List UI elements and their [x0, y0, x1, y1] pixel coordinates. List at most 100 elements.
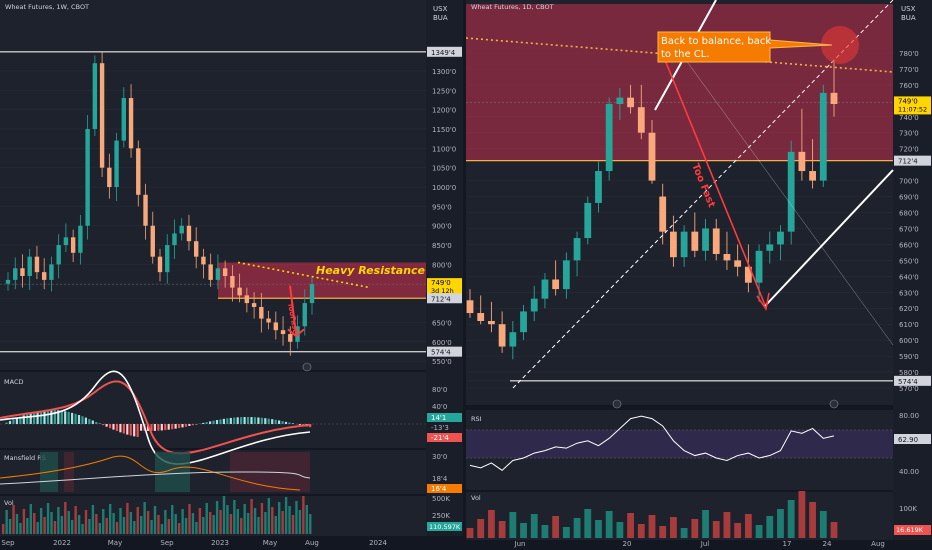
- right-volume-bar: [777, 509, 784, 538]
- right-volume-bar: [541, 525, 549, 538]
- macd-histogram-bar: [39, 410, 43, 424]
- macd-title: MACD: [4, 378, 23, 386]
- left-volume-y-tick: 250K: [432, 512, 450, 520]
- left-volume-bar: [264, 512, 267, 534]
- left-volume-bar: [50, 512, 53, 534]
- macd-histogram-bar: [64, 411, 67, 424]
- right-y-tick: 690'0: [899, 194, 919, 202]
- macd-histogram-bar: [309, 424, 312, 428]
- left-volume-bar: [115, 522, 119, 534]
- left-volume-bar: [39, 508, 43, 534]
- right-y-tick: 650'0: [899, 257, 919, 265]
- left-volume-bar: [198, 508, 202, 534]
- macd-histogram-bar: [8, 420, 12, 424]
- left-volume-bar: [12, 505, 15, 534]
- left-y-tick: 950'0: [432, 203, 452, 211]
- left-y-tick: 1150'0: [432, 126, 456, 134]
- macd-histogram-bar: [264, 418, 267, 424]
- right-callout-box: [657, 31, 833, 63]
- macd-y-tick: 80'0: [432, 386, 447, 394]
- macd-histogram-bar: [81, 416, 84, 424]
- left-y-tick: 550'0: [432, 358, 452, 366]
- left-volume-bar: [284, 497, 288, 534]
- left-volume-bar: [150, 520, 153, 534]
- left-volume-bar: [309, 514, 312, 534]
- right-resistance-zone: [466, 4, 893, 161]
- left-volume-bar: [81, 524, 84, 534]
- left-volume-bar: [302, 496, 305, 534]
- macd-histogram-bar: [108, 424, 112, 429]
- right-candle-body: [830, 92, 838, 105]
- right-candle-body: [573, 238, 581, 261]
- right-red-arrowhead: [756, 292, 770, 312]
- right-volume-bar: [766, 516, 774, 538]
- left-macd-pane: [0, 372, 463, 448]
- left-level-label-box: [427, 346, 462, 357]
- right-volume-bar: [659, 526, 667, 538]
- left-volume-bar: [64, 502, 67, 534]
- left-volume-bar: [95, 514, 98, 534]
- left-candle-body: [5, 279, 11, 284]
- left-volume-bar: [226, 505, 229, 534]
- left-price-label-box: [427, 278, 462, 297]
- macd-label-signal: -13'3: [431, 424, 449, 432]
- left-red-arrowhead: [287, 328, 305, 338]
- macd-histogram-bar: [271, 419, 274, 424]
- right-price-axis: [893, 0, 932, 540]
- macd-histogram-bar: [243, 417, 246, 424]
- macd-histogram-bar: [60, 410, 63, 424]
- macd-histogram-bar: [15, 417, 18, 424]
- macd-histogram-bar: [257, 417, 260, 424]
- left-volume-bar: [129, 512, 133, 534]
- right-x-tick: 20: [623, 540, 632, 548]
- left-volume-bar: [243, 504, 246, 534]
- left-volume-bar: [177, 523, 181, 534]
- left-candle-body: [99, 63, 105, 168]
- right-callout-text-1: Back to balance, back: [661, 36, 771, 47]
- macd-histogram-bar: [291, 423, 294, 424]
- left-candle-body: [215, 268, 221, 280]
- macd-histogram-bar: [164, 424, 167, 431]
- macd-histogram-bar: [215, 420, 219, 424]
- macd-histogram-bar: [91, 420, 94, 424]
- left-volume-bar: [126, 503, 129, 534]
- left-candle-body: [114, 140, 119, 188]
- macd-histogram-bar: [160, 424, 163, 431]
- right-candle-body: [584, 202, 592, 239]
- macd-histogram-bar: [122, 424, 125, 434]
- left-candle-body: [280, 330, 286, 335]
- left-volume-y-tick: 500K: [432, 495, 450, 503]
- left-volume-bar: [167, 519, 170, 534]
- left-volume-bar: [267, 498, 271, 534]
- left-red-arrow: [289, 285, 297, 335]
- right-yellow-dotted: [465, 37, 894, 73]
- left-chart-title: Wheat Futures, 1W, CBOT: [5, 3, 89, 11]
- right-candle-body: [648, 132, 656, 181]
- left-volume-bar: [71, 520, 74, 534]
- right-volume-bar: [466, 528, 474, 538]
- macd-histogram-bar: [67, 411, 70, 424]
- right-y-tick: 640'0: [899, 273, 919, 281]
- left-candle-body: [107, 167, 112, 188]
- macd-histogram-bar: [88, 419, 91, 424]
- left-volume-bar: [88, 519, 91, 534]
- macd-histogram-bar: [153, 424, 156, 431]
- left-volume-bar: [288, 506, 291, 534]
- left-price-label-countdown: 3d 12h: [431, 287, 454, 295]
- macd-histogram-bar: [84, 417, 87, 424]
- left-volume-bar: [160, 524, 164, 534]
- right-volume-label: 16.619K: [896, 526, 924, 534]
- macd-histogram-bar: [140, 424, 143, 431]
- macd-histogram-bar: [12, 419, 15, 424]
- left-candle-body: [230, 276, 235, 288]
- left-volume-bar: [278, 502, 281, 534]
- right-candle-body: [552, 279, 560, 290]
- left-volume-bar: [108, 504, 112, 534]
- right-x-tick: Jul: [700, 540, 710, 548]
- left-x-tick: 2023: [211, 539, 229, 547]
- right-candle-body: [605, 104, 613, 172]
- left-x-tick: 2024: [369, 539, 387, 547]
- macd-histogram-bar: [102, 424, 105, 426]
- macd-histogram-bar: [281, 421, 284, 424]
- left-event-marker-icon: [302, 362, 312, 372]
